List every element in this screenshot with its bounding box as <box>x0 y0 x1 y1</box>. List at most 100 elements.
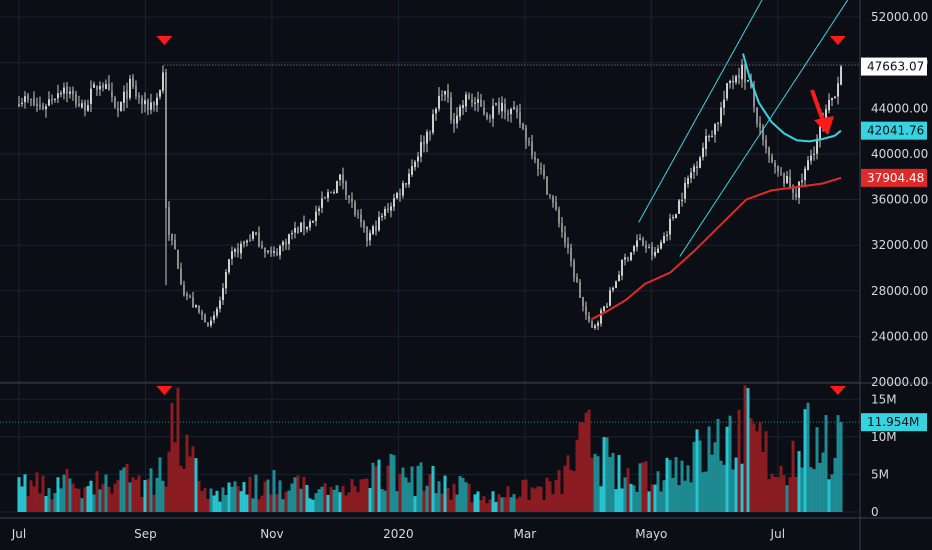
volume-bar <box>494 502 498 512</box>
candle-body <box>84 101 86 111</box>
candle-body <box>306 226 308 230</box>
candle-body <box>147 99 149 111</box>
volume-bar <box>134 479 138 512</box>
candle-body <box>765 139 767 149</box>
candle-body <box>564 232 566 243</box>
ema-fast-line <box>742 53 842 143</box>
time-tick-label: Mayo <box>635 527 667 541</box>
candle-body <box>165 72 167 209</box>
volume-bar <box>122 467 126 512</box>
volume-bar <box>725 426 729 512</box>
candle-body <box>612 287 614 290</box>
volume-bar <box>119 470 123 512</box>
candle-body <box>135 85 137 97</box>
volume-bar <box>818 462 822 512</box>
volume-bar <box>191 446 195 512</box>
volume-bar <box>782 475 786 512</box>
candle-body <box>492 105 494 119</box>
volume-bar <box>836 415 840 512</box>
volume-bar <box>524 479 528 512</box>
candle-body <box>810 155 812 161</box>
candle-body <box>474 102 476 104</box>
volume-bar <box>47 488 51 512</box>
volume-bar <box>170 403 174 512</box>
volume-bar <box>413 496 417 512</box>
candle-body <box>687 178 689 185</box>
candle-body <box>375 226 377 232</box>
candle-body <box>684 182 686 199</box>
volume-bar <box>689 482 693 512</box>
volume-bar <box>173 442 177 512</box>
candle-body <box>360 214 362 223</box>
candle-body <box>819 126 821 140</box>
time-tick-label: Mar <box>514 527 537 541</box>
candle-body <box>789 176 791 187</box>
candle-body <box>174 239 176 250</box>
time-tick-label: Jul <box>11 527 26 541</box>
volume-bar <box>227 482 231 512</box>
price-tick-label: 52000.00 <box>871 10 928 24</box>
candle-body <box>579 282 581 298</box>
candle-body <box>372 226 374 234</box>
volume-bar <box>380 489 384 512</box>
volume-bar <box>245 494 249 512</box>
volume-bar <box>23 474 27 512</box>
candle-body <box>816 138 818 154</box>
volume-bar <box>704 471 708 512</box>
candle-body <box>318 208 320 212</box>
volume-bar <box>791 440 795 512</box>
volume-tick-label: 5M <box>871 467 889 481</box>
candle-body <box>105 84 107 90</box>
volume-top-marker <box>156 386 173 395</box>
candle-body <box>795 193 797 198</box>
candle-body <box>744 65 746 83</box>
down-arrow-head <box>814 116 834 135</box>
volume-bar <box>362 478 366 512</box>
candle-body <box>300 222 302 232</box>
candle-body <box>351 198 353 203</box>
volume-bar <box>140 496 144 512</box>
price-tick-label: 24000.00 <box>871 329 928 343</box>
volume-bar <box>527 499 531 512</box>
candle-body <box>117 108 119 111</box>
volume-bar <box>257 499 261 512</box>
volume-bar <box>518 496 522 512</box>
candle-body <box>759 123 761 128</box>
volume-bar <box>116 479 120 512</box>
candle-body <box>144 100 146 105</box>
candle-body <box>195 305 197 308</box>
candle-body <box>507 113 509 115</box>
volume-bar <box>53 493 57 512</box>
volume-bar <box>182 468 186 512</box>
volume-bar <box>296 475 300 512</box>
volume-bar <box>677 485 681 512</box>
volume-bar <box>671 477 675 512</box>
volume-bar <box>92 494 96 512</box>
volume-bar <box>422 490 426 512</box>
volume-bar <box>572 471 576 512</box>
volume-layer <box>17 385 843 512</box>
candle-body <box>63 87 65 94</box>
ema-slow-line <box>590 176 842 321</box>
candle-body <box>36 103 38 107</box>
candle-body <box>495 103 497 105</box>
last-price-badge <box>861 57 927 76</box>
candle-body <box>192 297 194 308</box>
candle-body <box>357 214 359 216</box>
candle-body <box>435 108 437 114</box>
candle-body <box>27 95 29 100</box>
candle-body <box>672 217 674 219</box>
volume-bar <box>86 486 90 512</box>
volume-bar <box>446 488 450 512</box>
candle-body <box>498 101 500 113</box>
volume-bar <box>200 490 204 512</box>
candle-body <box>630 252 632 261</box>
candle-body <box>309 221 311 228</box>
volume-bar <box>611 452 615 512</box>
volume-bar <box>452 483 456 512</box>
volume-bar <box>674 457 678 512</box>
volume-bar <box>314 493 318 512</box>
volume-bar <box>287 490 291 512</box>
volume-bar <box>95 471 99 512</box>
volume-bar <box>104 474 108 512</box>
